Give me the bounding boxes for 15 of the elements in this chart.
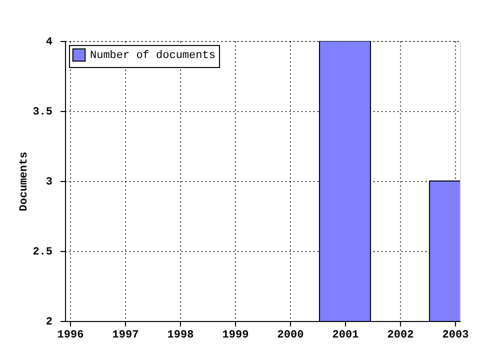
y-tick-label: 4: [46, 36, 53, 48]
y-tick-label: 3.5: [32, 106, 53, 118]
x-tick-label: 1999: [222, 330, 249, 342]
y-axis-title: Documents: [18, 152, 31, 212]
x-tick-label: 1997: [112, 330, 139, 342]
legend-label: Number of documents: [90, 50, 216, 62]
y-tick-label: 2: [46, 316, 52, 328]
x-tick-label: 2001: [332, 330, 360, 342]
y-tick-label: 3: [46, 176, 53, 188]
x-tick-label: 2002: [387, 330, 414, 342]
x-tick-label: 2003: [442, 330, 470, 342]
x-tick-label: 1996: [57, 330, 84, 342]
x-tick-label: 2000: [277, 330, 304, 342]
x-tick-label: 1998: [167, 330, 194, 342]
y-tick-label: 2.5: [32, 246, 53, 258]
